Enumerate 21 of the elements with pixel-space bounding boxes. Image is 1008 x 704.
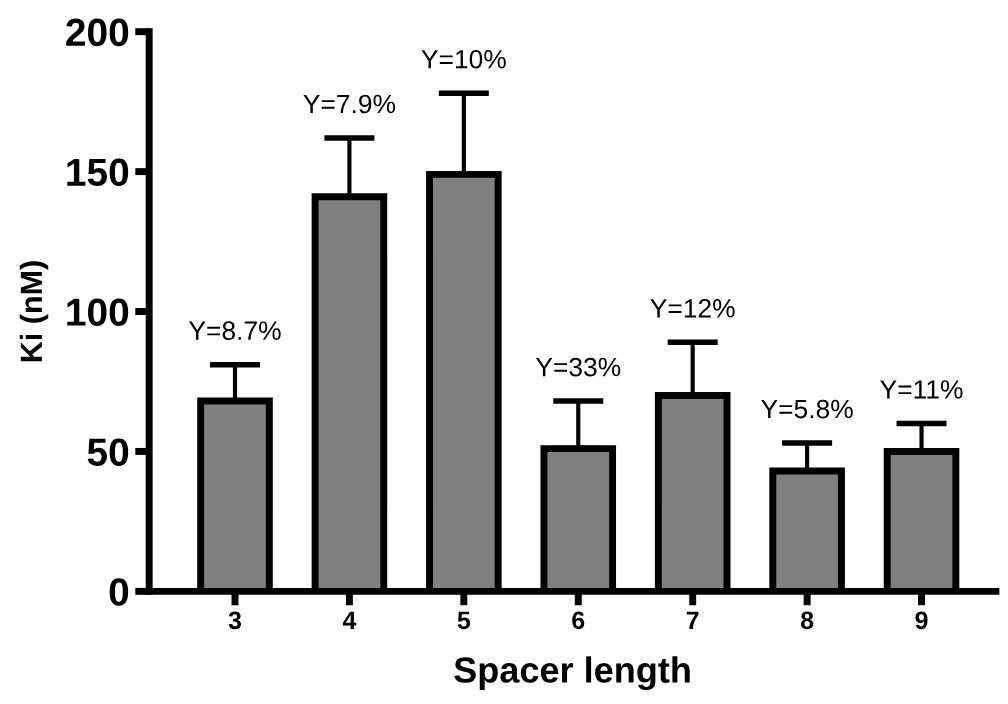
annotation: Y=7.9% <box>303 94 396 114</box>
x-tick-label: 4 <box>342 611 357 629</box>
y-tick-label: 200 <box>66 18 129 47</box>
annotation: Y=11% <box>880 380 963 399</box>
x-tick-label: 3 <box>228 611 242 630</box>
annotation: Y=8.7% <box>189 321 281 341</box>
x-tick-label: 7 <box>686 611 699 629</box>
x-tick-label: 6 <box>572 611 585 630</box>
y-axis-title: Ki (nM) <box>19 261 49 362</box>
x-tick-label: 9 <box>915 611 928 630</box>
annotation: Y=5.8% <box>761 399 853 419</box>
y-tick-label: 150 <box>67 158 129 187</box>
y-tick-label: 0 <box>109 578 129 606</box>
annotation: Y=10% <box>421 49 506 69</box>
x-tick-label: 8 <box>800 611 814 630</box>
annotation: Y=12% <box>650 298 735 318</box>
x-axis-title: Spacer length <box>454 656 690 691</box>
y-tick-label: 50 <box>87 438 129 466</box>
x-tick-label: 5 <box>457 611 471 630</box>
y-tick-label: 100 <box>67 298 129 326</box>
annotation: Y=33% <box>535 357 621 377</box>
